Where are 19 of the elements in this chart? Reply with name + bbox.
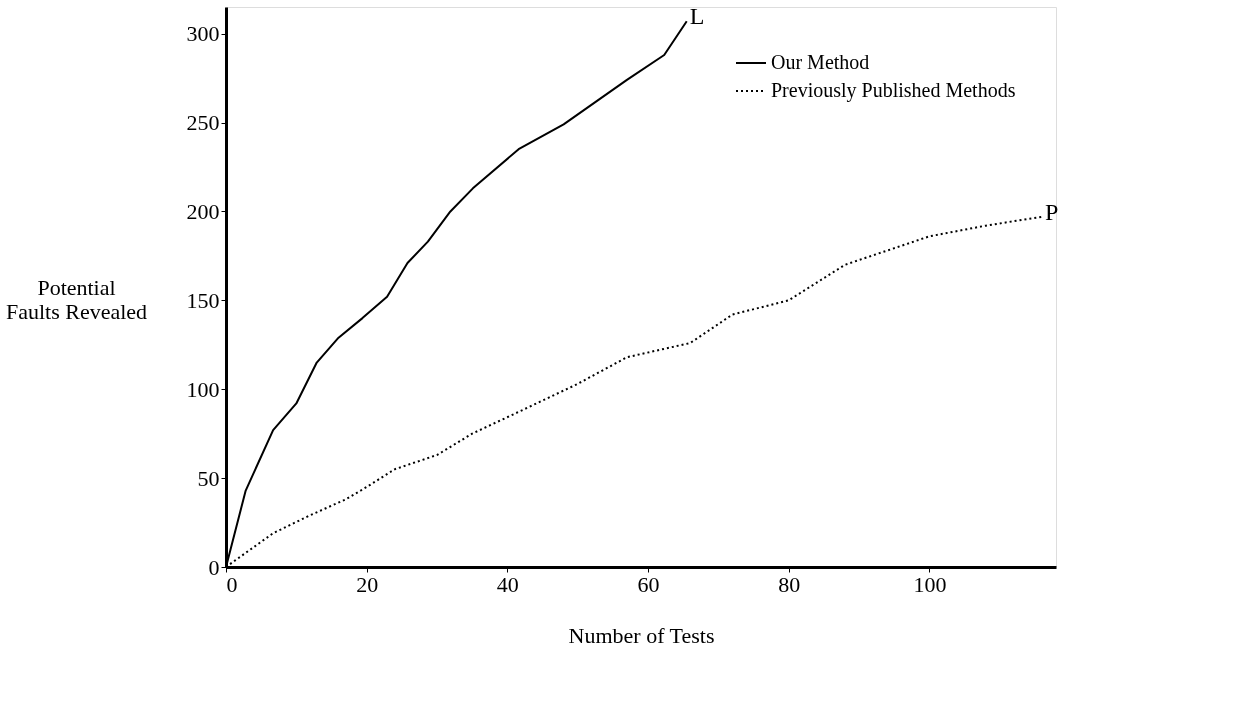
x-axis-title: Number of Tests [568,622,715,648]
x-tick-label: 20 [356,571,379,597]
x-tick-label: 80 [778,571,801,597]
x-tick-label: 100 [913,571,947,597]
annotation: P [1044,198,1059,225]
y-tick-label: 200 [186,198,220,224]
y-tick-label: 300 [186,21,220,47]
y-tick-label: 0 [208,554,220,580]
y-axis-title: Potential Faults Revealed [5,274,148,324]
y-tick-label: 100 [186,376,220,402]
y-tick-label: 150 [186,287,220,313]
legend-label: Previously Published Methods [771,79,1016,102]
y-tick-label: 50 [197,465,220,491]
x-tick-label: 0 [226,571,238,597]
legend-label: Our Method [771,51,870,73]
x-tick-label: 60 [637,571,660,597]
y-tick-label: 250 [186,110,220,136]
annotation: L [689,3,705,30]
x-tick-label: 40 [496,571,519,597]
